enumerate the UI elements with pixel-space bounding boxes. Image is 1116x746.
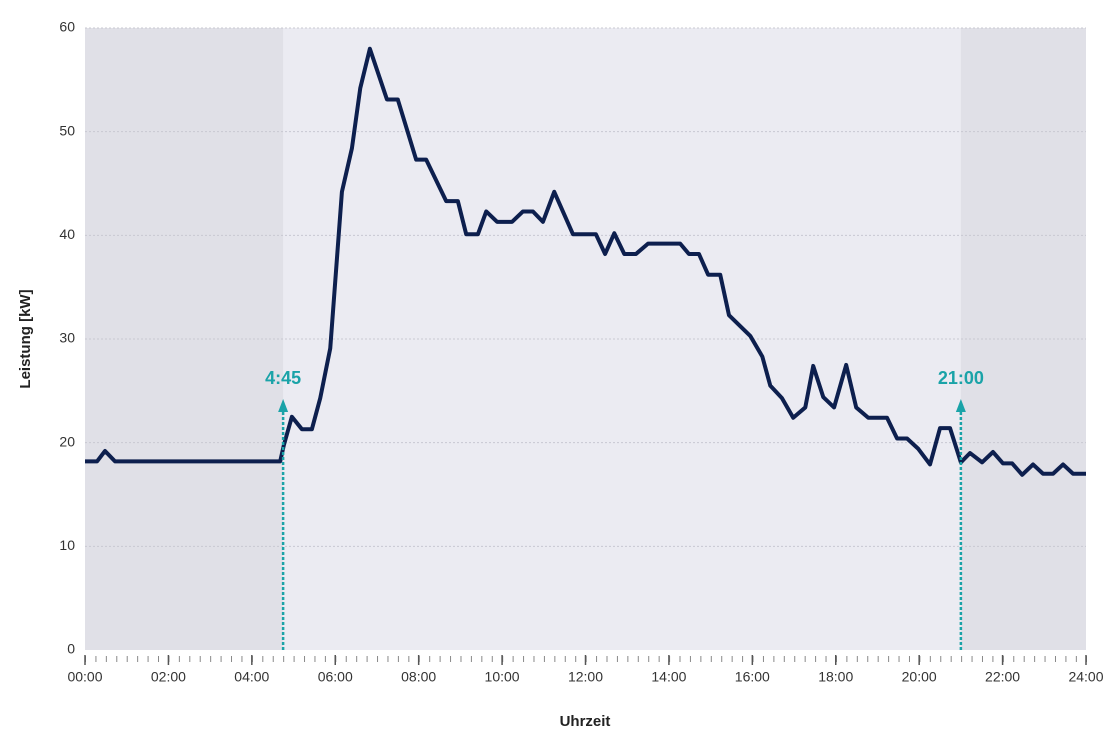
x-tick-label: 04:00 [234, 669, 269, 685]
y-tick-label: 0 [67, 641, 75, 657]
x-tick-label: 22:00 [985, 669, 1020, 685]
x-tick-label: 00:00 [67, 669, 102, 685]
y-tick-label: 30 [59, 330, 75, 346]
y-tick-label: 20 [59, 433, 75, 449]
y-tick-label: 40 [59, 226, 75, 242]
annotation-arrowhead [955, 399, 966, 412]
y-tick-label: 60 [59, 19, 75, 35]
night-right [960, 28, 1086, 650]
data-line [85, 46, 1086, 477]
x-tick-label: 16:00 [735, 669, 770, 685]
annotation-label: 21:00 [938, 368, 984, 388]
x-tick-label: 10:00 [485, 669, 520, 685]
x-tick-label: 02:00 [151, 669, 186, 685]
x-axis-title: Uhrzeit [560, 713, 611, 730]
x-tick-label: 18:00 [818, 669, 853, 685]
x-tick-label: 14:00 [651, 669, 686, 685]
y-tick-label: 50 [59, 122, 75, 138]
x-tick-label: 08:00 [401, 669, 436, 685]
y-axis-title: Leistung [kW] [17, 289, 34, 388]
annotation-label: 4:45 [265, 368, 301, 388]
x-tick-label: 20:00 [902, 669, 937, 685]
x-tick-label: 06:00 [318, 669, 353, 685]
x-tick-label: 24:00 [1068, 669, 1103, 685]
x-tick-label: 12:00 [568, 669, 603, 685]
annotation-arrowhead [278, 399, 289, 412]
y-tick-label: 10 [59, 537, 75, 553]
